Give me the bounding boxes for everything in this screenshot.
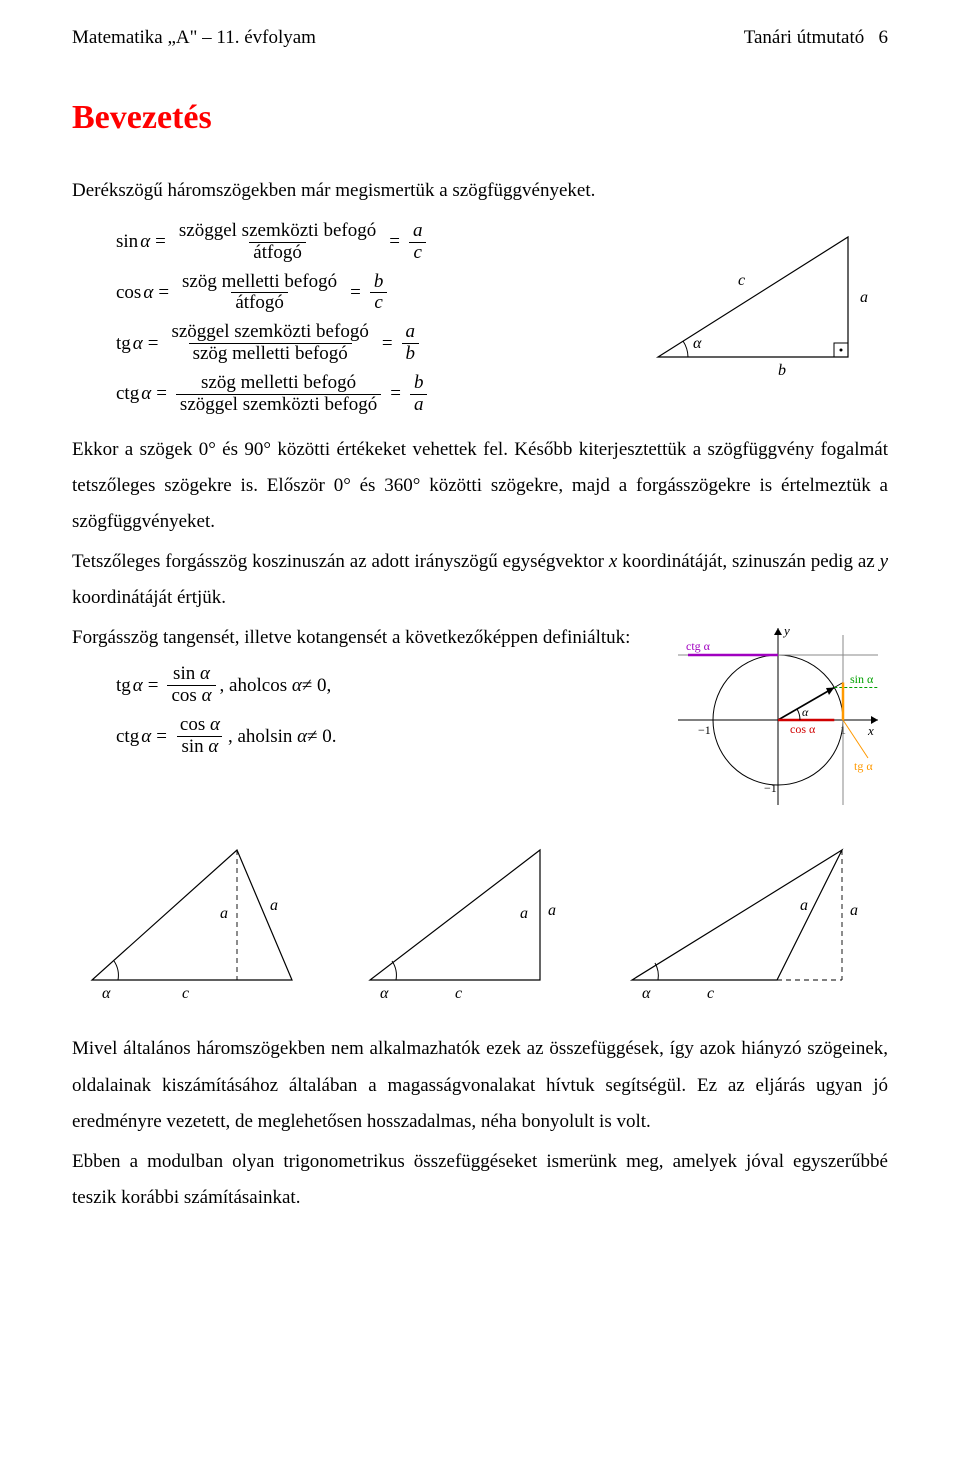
svg-text:c: c — [707, 985, 714, 1000]
svg-text:cos α: cos α — [790, 722, 816, 736]
three-triangles-figure: α c a a α c a a α c a a — [72, 820, 888, 1013]
svg-text:a: a — [220, 905, 228, 922]
svg-text:α: α — [102, 985, 111, 1000]
svg-text:a: a — [548, 902, 556, 919]
unit-circle-figure: x y −1 1 −1 cos α sin α tg α ctg α α — [668, 620, 888, 810]
svg-text:a: a — [270, 897, 278, 914]
paragraph-1: Ekkor a szögek 0° és 90° közötti értékek… — [72, 432, 888, 540]
tg-definition: tgα= szöggel szemközti befogószög mellet… — [116, 322, 622, 365]
sin-definition: sinα= szöggel szemközti befogóátfogó = a… — [116, 221, 622, 264]
svg-text:a: a — [850, 902, 858, 919]
svg-text:c: c — [455, 985, 462, 1000]
svg-text:−1: −1 — [764, 781, 777, 795]
svg-text:x: x — [867, 723, 874, 738]
intro-text: Derékszögű háromszögekben már megismertü… — [72, 173, 888, 209]
svg-text:α: α — [802, 705, 809, 719]
paragraph-5: Ebben a modulban olyan trigonometrikus ö… — [72, 1144, 888, 1216]
right-triangle-figure: α a b c — [638, 217, 888, 377]
header-right: Tanári útmutató 6 — [744, 20, 888, 56]
svg-text:c: c — [182, 985, 189, 1000]
svg-text:a: a — [520, 905, 528, 922]
ctg-frac-definition: ctgα= cos α sin α , ahol sin α ≠ 0. — [116, 715, 660, 758]
side-c-label: c — [738, 272, 745, 289]
cos-definition: cosα= szög melletti befogóátfogó = bc — [116, 272, 622, 315]
svg-text:sin α: sin α — [850, 672, 874, 686]
svg-text:ctg α: ctg α — [686, 639, 711, 653]
side-b-label: b — [778, 362, 786, 377]
svg-text:y: y — [782, 623, 790, 638]
svg-text:−1: −1 — [698, 723, 711, 737]
tg-frac-definition: tgα= sin α cos α , ahol cos α ≠ 0, — [116, 664, 660, 707]
ctg-definition: ctgα= szög melletti befogószöggel szemkö… — [116, 373, 622, 416]
svg-text:α: α — [380, 985, 389, 1000]
page-header: Matematika „A" – 11. évfolyam Tanári útm… — [72, 20, 888, 56]
paragraph-2: Tetszőleges forgásszög koszinuszán az ad… — [72, 544, 888, 616]
svg-text:a: a — [800, 897, 808, 914]
svg-text:tg α: tg α — [854, 759, 873, 773]
svg-text:α: α — [642, 985, 651, 1000]
paragraph-4: Mivel általános háromszögekben nem alkal… — [72, 1031, 888, 1139]
side-a-label: a — [860, 289, 868, 306]
alpha-label: α — [693, 335, 702, 352]
trig-definitions: sinα= szöggel szemközti befogóátfogó = a… — [72, 213, 622, 424]
header-left: Matematika „A" – 11. évfolyam — [72, 20, 316, 56]
section-title: Bevezetés — [72, 86, 888, 151]
